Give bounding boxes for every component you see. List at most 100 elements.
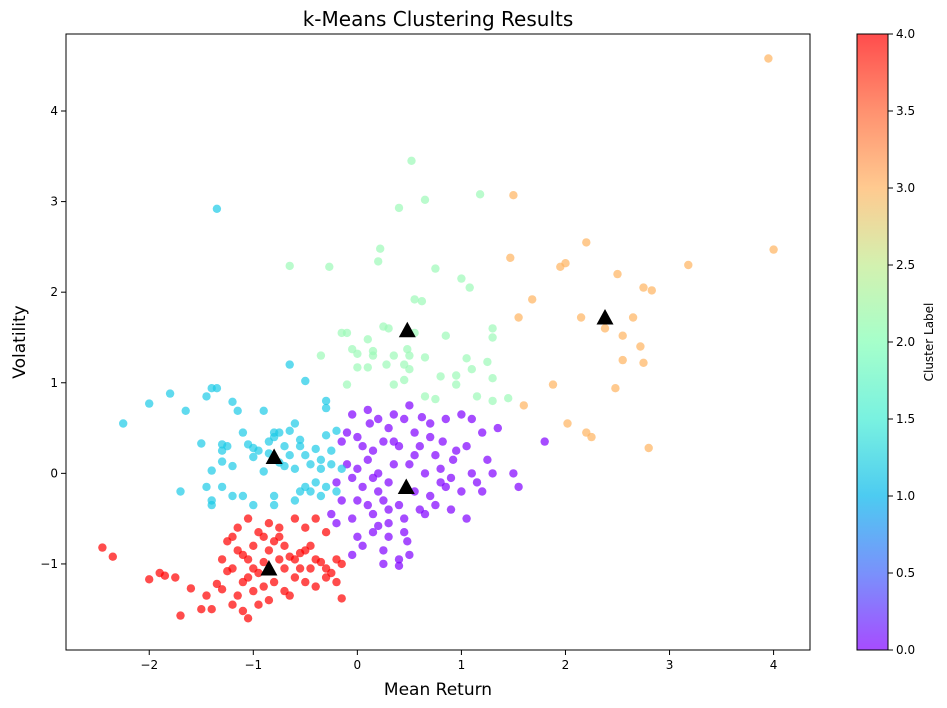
data-point — [394, 561, 404, 570]
data-point — [504, 394, 513, 403]
data-point — [528, 295, 537, 304]
data-point — [410, 451, 419, 460]
data-point — [212, 384, 222, 393]
x-tick-label: 0 — [354, 658, 362, 672]
data-point — [587, 432, 596, 442]
data-point — [400, 514, 409, 523]
colorbar-label: Cluster Label — [922, 303, 936, 382]
data-point — [488, 396, 497, 406]
data-point — [410, 428, 419, 437]
data-point — [467, 365, 476, 374]
cluster-centroid — [596, 309, 614, 325]
data-point — [259, 467, 268, 476]
data-point — [301, 376, 310, 386]
data-point — [363, 363, 372, 372]
data-point — [644, 443, 653, 453]
data-point — [269, 500, 279, 510]
data-point — [285, 360, 294, 369]
data-point — [269, 432, 279, 442]
data-point — [233, 591, 242, 600]
data-point — [467, 469, 476, 478]
data-point — [415, 442, 424, 451]
data-point — [238, 606, 248, 616]
data-point — [165, 389, 175, 398]
x-tick-label: 4 — [770, 658, 778, 672]
data-point — [400, 375, 409, 385]
data-point — [403, 537, 412, 546]
data-point — [295, 442, 305, 451]
y-tick-label: 3 — [50, 195, 58, 209]
data-point — [613, 269, 622, 279]
data-point — [509, 469, 518, 478]
data-point — [462, 514, 471, 523]
data-point — [348, 550, 357, 560]
colorbar-tick-label: 1.5 — [896, 412, 915, 426]
data-point — [295, 435, 305, 444]
y-axis-label: Volatility — [10, 305, 30, 378]
data-point — [684, 260, 693, 270]
data-point — [321, 573, 331, 582]
data-point — [519, 401, 528, 410]
data-point — [509, 191, 518, 200]
data-point — [379, 437, 388, 446]
data-point — [475, 190, 485, 199]
x-tick-label: 1 — [458, 658, 466, 672]
data-point — [394, 203, 404, 213]
data-point — [280, 541, 289, 550]
data-point — [337, 594, 346, 603]
data-point — [488, 374, 497, 383]
data-point — [332, 577, 341, 587]
data-point — [275, 523, 284, 532]
data-point — [405, 365, 414, 374]
data-point — [403, 345, 412, 354]
data-point — [452, 380, 461, 389]
data-point — [285, 591, 294, 600]
y-tick-label: 4 — [50, 104, 58, 118]
data-point — [202, 482, 211, 492]
data-point — [316, 491, 326, 501]
data-point — [576, 313, 586, 322]
data-point — [249, 452, 258, 462]
data-point — [290, 573, 300, 582]
data-point — [311, 582, 320, 591]
data-point — [376, 244, 385, 253]
data-point — [431, 451, 440, 460]
data-point — [379, 496, 388, 505]
data-point — [301, 451, 310, 460]
data-point — [342, 428, 352, 437]
data-point — [217, 555, 227, 564]
data-point — [327, 509, 336, 519]
data-point — [207, 605, 216, 614]
colorbar-tick-label: 0.5 — [896, 566, 915, 580]
data-point — [306, 487, 315, 496]
data-point — [368, 351, 378, 360]
data-point — [628, 313, 638, 322]
data-point — [647, 286, 656, 295]
cluster-centroid — [265, 448, 283, 465]
data-point — [311, 514, 320, 523]
data-point — [611, 384, 620, 393]
colorbar-tick-label: 2.0 — [896, 335, 915, 349]
data-point — [540, 437, 549, 446]
plot-area — [66, 34, 810, 650]
plot-frame — [65, 33, 811, 651]
data-point — [363, 405, 372, 415]
data-point — [321, 403, 331, 413]
data-point — [472, 478, 482, 487]
data-point — [145, 399, 154, 408]
data-point — [457, 274, 466, 283]
data-point — [438, 437, 447, 446]
data-point — [514, 482, 523, 492]
data-point — [394, 500, 404, 510]
data-point — [285, 451, 294, 460]
colorbar-tick-label: 3.0 — [896, 181, 915, 195]
data-point — [353, 363, 362, 372]
data-point — [243, 614, 253, 623]
data-point — [353, 464, 362, 473]
data-point — [233, 523, 242, 532]
data-point — [368, 509, 378, 519]
data-point — [228, 564, 237, 573]
data-point — [207, 500, 216, 510]
data-point — [600, 324, 610, 333]
